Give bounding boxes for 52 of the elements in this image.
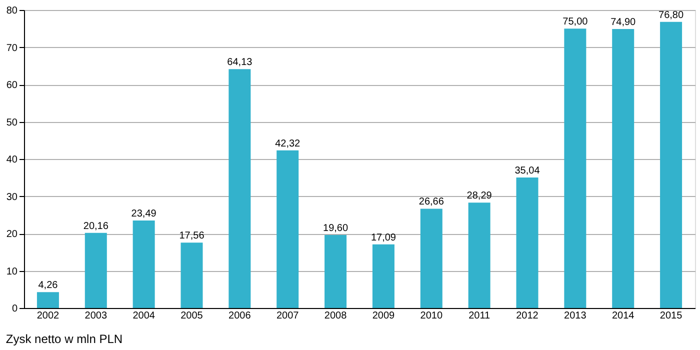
data-label: 74,90 xyxy=(610,17,636,28)
bar xyxy=(612,28,634,308)
bar xyxy=(324,234,347,308)
x-tick-label: 2015 xyxy=(660,310,683,322)
data-label: 75,00 xyxy=(562,16,588,28)
bar xyxy=(660,22,682,308)
y-tick-label: 40 xyxy=(6,154,18,166)
bar xyxy=(84,232,107,308)
x-tick-label: 2002 xyxy=(36,310,60,322)
bar xyxy=(468,202,490,308)
x-tick-label: 2013 xyxy=(564,310,587,322)
bar xyxy=(420,208,442,308)
data-label: 26,66 xyxy=(418,196,444,208)
bar xyxy=(228,69,251,308)
data-label: 19,60 xyxy=(323,222,348,234)
y-tick-label: 0 xyxy=(12,304,18,314)
data-label: 28,29 xyxy=(466,190,492,202)
x-tick-label: 2004 xyxy=(132,310,156,322)
y-tick-label: 20 xyxy=(6,229,18,240)
y-tick-label: 50 xyxy=(6,117,18,128)
data-label: 20,16 xyxy=(83,220,109,232)
x-tick-label: 2003 xyxy=(84,310,108,322)
x-tick-label: 2005 xyxy=(180,310,204,322)
y-tick-label: 80 xyxy=(6,6,18,16)
x-tick-label: 2006 xyxy=(228,310,252,322)
bar xyxy=(372,244,394,308)
text: Zysk netto w mln PLN xyxy=(6,332,123,346)
bar xyxy=(516,177,538,308)
data-label: 35,04 xyxy=(514,165,540,176)
data-label: 17,56 xyxy=(179,230,205,242)
bar xyxy=(132,220,155,308)
x-tick-label: 2007 xyxy=(276,310,300,322)
data-label: 4,26 xyxy=(38,280,58,292)
x-tick-label: 2008 xyxy=(324,310,348,322)
data-label: 76,80 xyxy=(658,10,684,21)
x-tick-label: 2014 xyxy=(612,310,635,322)
data-label: 64,13 xyxy=(227,57,253,68)
x-tick-label: 2011 xyxy=(468,310,491,322)
y-tick-label: 10 xyxy=(6,266,18,278)
data-label: 42,32 xyxy=(275,138,301,150)
x-tick-label: 2010 xyxy=(420,310,443,322)
data-label: 23,49 xyxy=(131,208,157,220)
y-tick-label: 70 xyxy=(6,42,18,54)
bar xyxy=(276,150,299,308)
bar xyxy=(564,28,586,308)
data-label: 17,09 xyxy=(370,232,396,244)
x-tick-label: 2009 xyxy=(372,310,396,322)
x-tick-label: 2012 xyxy=(516,310,539,322)
y-tick-label: 60 xyxy=(6,80,18,91)
bar xyxy=(180,242,203,308)
y-tick-label: 30 xyxy=(6,192,18,203)
bar xyxy=(36,292,59,308)
